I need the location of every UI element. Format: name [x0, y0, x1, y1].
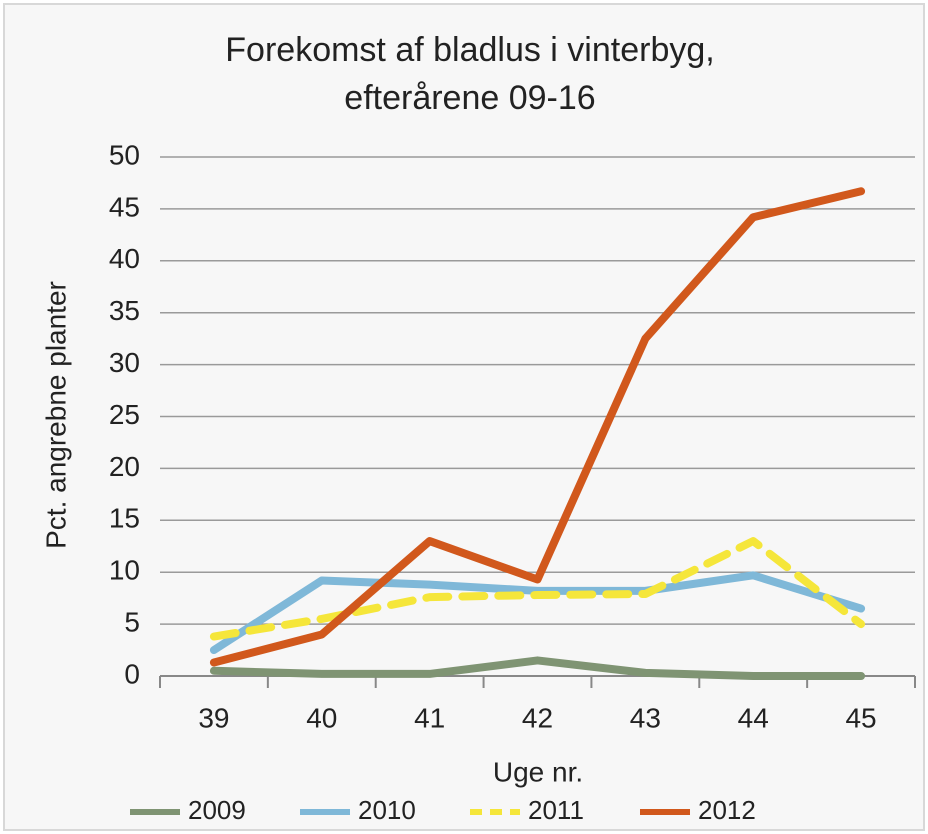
- data-line: [209, 537, 866, 641]
- y-tick-label: 40: [109, 243, 140, 274]
- y-tick-label: 0: [124, 658, 140, 689]
- y-tick-label: 5: [124, 606, 140, 637]
- x-tick-label: 42: [522, 702, 553, 733]
- data-line: [209, 571, 866, 655]
- x-axis-label: Uge nr.: [493, 756, 583, 787]
- x-tick-label: 44: [738, 702, 769, 733]
- y-tick-label: 45: [109, 191, 140, 222]
- x-tick-label: 39: [198, 702, 229, 733]
- x-tick-label: 41: [414, 702, 445, 733]
- x-tick-label: 45: [845, 702, 876, 733]
- y-tick-label: 15: [109, 503, 140, 534]
- chart-title: efterårene 09-16: [344, 79, 595, 117]
- y-tick-label: 25: [109, 399, 140, 430]
- y-axis-label: Pct. angrebne planter: [40, 281, 71, 549]
- data-line: [209, 656, 866, 680]
- y-tick-label: 20: [109, 451, 140, 482]
- y-tick-label: 50: [109, 139, 140, 170]
- legend-label: 2011: [528, 795, 584, 825]
- y-tick-label: 35: [109, 295, 140, 326]
- legend-label: 2010: [358, 795, 416, 825]
- x-tick-label: 43: [630, 702, 661, 733]
- y-tick-label: 10: [109, 555, 140, 586]
- chart-title: Forekomst af bladlus i vinterbyg,: [225, 31, 714, 69]
- legend-label: 2012: [698, 795, 756, 825]
- x-tick-label: 40: [306, 702, 337, 733]
- data-line: [209, 187, 866, 667]
- y-tick-label: 30: [109, 347, 140, 378]
- legend-label: 2009: [188, 795, 246, 825]
